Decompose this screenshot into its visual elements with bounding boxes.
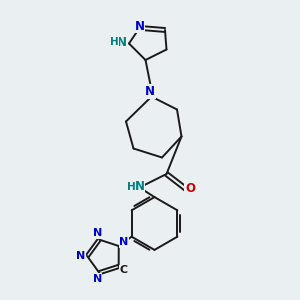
Text: C: C <box>120 266 128 275</box>
Text: N: N <box>116 36 127 49</box>
Text: N: N <box>134 20 145 33</box>
Text: N: N <box>119 237 129 247</box>
Text: N: N <box>76 251 85 261</box>
Text: N: N <box>134 180 145 193</box>
Text: N: N <box>93 228 102 239</box>
Text: N: N <box>145 85 155 98</box>
Text: O: O <box>185 182 195 195</box>
Text: H: H <box>127 182 136 192</box>
Text: N: N <box>92 274 102 284</box>
Text: H: H <box>110 37 118 47</box>
